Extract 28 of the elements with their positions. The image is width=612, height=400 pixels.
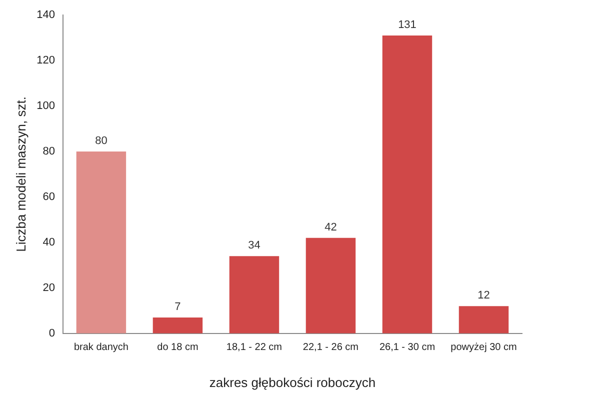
y-tick-label: 0 (48, 327, 55, 340)
bar (382, 35, 432, 334)
bar (76, 151, 126, 334)
data-label: 131 (398, 19, 416, 31)
bar (152, 317, 203, 334)
bar (458, 306, 509, 334)
x-tick-label: brak danych (74, 342, 128, 354)
x-axis-title: zakres głębokości roboczych (209, 374, 376, 390)
bar (306, 238, 356, 334)
data-label: 12 (478, 290, 490, 302)
y-tick-label: 20 (42, 282, 55, 294)
y-tick-label: 140 (36, 9, 55, 22)
y-tick-label: 80 (42, 145, 55, 158)
x-tick-label: 22,1 - 26 cm (302, 342, 359, 354)
x-tick-label: 18,1 - 22 cm (226, 342, 282, 354)
y-tick-label: 60 (42, 190, 55, 203)
y-tick-label: 120 (36, 54, 55, 67)
data-label: 7 (174, 301, 181, 314)
x-tick-label: powyżej 30 cm (450, 342, 517, 354)
y-tick-label: 100 (36, 100, 55, 112)
data-label: 80 (95, 134, 108, 147)
x-tick-label: 26,1 - 30 cm (379, 342, 436, 354)
y-tick-label: 40 (42, 236, 55, 248)
data-label: 34 (248, 240, 260, 252)
y-axis-title: Liczba modeli maszyn, szt. (13, 96, 28, 252)
data-label: 42 (324, 221, 337, 234)
bar (229, 256, 280, 334)
x-tick-label: do 18 cm (157, 342, 198, 354)
